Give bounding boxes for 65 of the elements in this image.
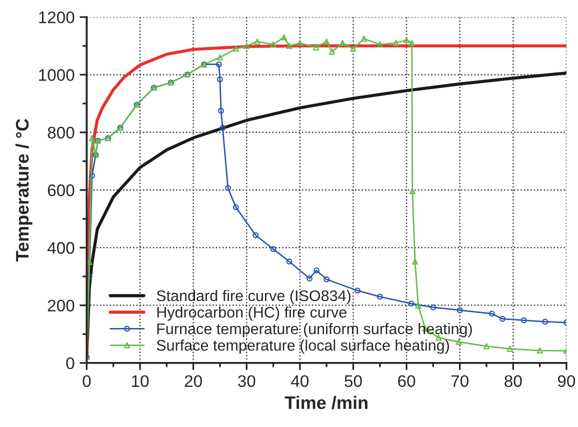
x-tick-label: 0 [82,375,91,387]
point [312,44,319,50]
point [252,232,259,238]
point [324,38,330,45]
point [89,135,96,142]
point [376,41,383,48]
point [354,288,360,294]
point [89,172,96,179]
y-tick-label: 200 [48,300,74,312]
point [216,54,223,60]
point [415,302,422,309]
point [324,276,330,282]
point [286,258,292,264]
legend-label: Hydrocarbon (HC) fire curve [157,306,346,321]
point [506,346,513,352]
point [286,42,292,49]
y-axis-title: Temperature / °C [15,118,32,262]
point [306,276,312,282]
point [404,37,410,44]
y-tick-label: 1000 [39,69,74,81]
x-tick-label: 30 [238,375,256,387]
point [456,338,462,345]
point [408,300,414,307]
point [350,46,356,52]
point [412,258,418,264]
point [376,294,383,300]
point [244,42,250,49]
point [499,316,506,322]
point [218,108,224,114]
point [409,188,416,194]
point [280,34,287,40]
point [328,48,335,55]
y-tick-label: 1200 [39,11,74,24]
x-tick-label: 60 [398,375,416,387]
x-tick-label: 10 [132,375,149,387]
point [313,267,320,274]
point [270,246,276,252]
y-tick-label: 800 [48,126,74,139]
point [254,38,260,45]
point [232,204,239,210]
y-tick-label: 0 [66,357,74,370]
point [216,61,222,68]
x-axis-title: Time /min [284,396,368,410]
x-tick-label: 20 [184,375,202,387]
x-tick-label: 70 [451,375,468,387]
point [224,185,231,191]
legend-label: Standard fire curve (ISO834) [156,290,350,304]
x-tick-label: 80 [504,375,522,387]
point [216,76,223,82]
point [360,36,367,42]
point [488,310,495,317]
point [220,124,226,131]
legend-label: Surface temperature (local surface heating) [156,340,449,354]
point [520,317,527,324]
x-tick-label: 50 [344,375,362,387]
x-tick-label: 90 [558,375,576,387]
point [456,307,463,314]
point [542,318,548,325]
y-tick-label: 600 [48,184,74,196]
y-tick-label: 400 [47,242,74,254]
point [430,304,436,310]
point [232,46,239,52]
point [484,343,490,350]
x-tick-label: 40 [291,375,309,387]
point [270,41,276,48]
